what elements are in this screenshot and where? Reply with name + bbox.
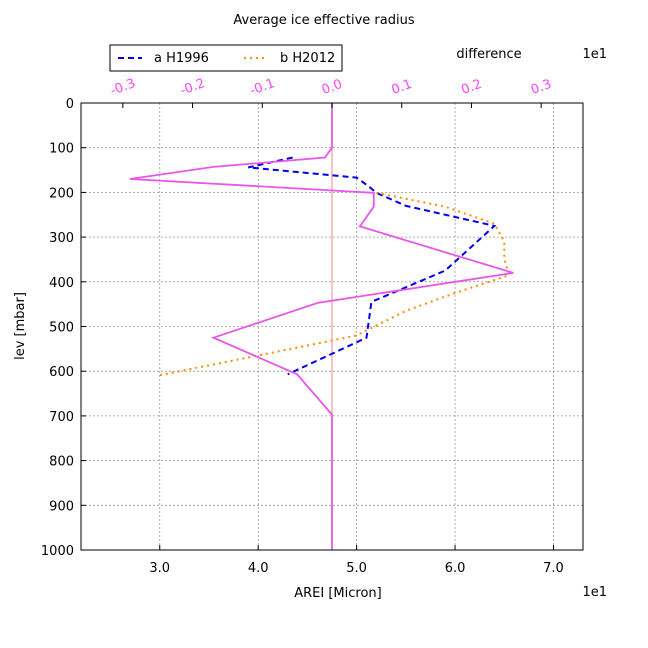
y-tick-label-7: 700 <box>49 410 74 425</box>
y-tick-label-9: 900 <box>49 499 74 514</box>
x-tick-label-1: 4.0 <box>248 561 269 576</box>
y-axis-label: lev [mbar] <box>13 292 28 360</box>
x-axis-multiplier: 1e1 <box>582 585 607 600</box>
x-axis-label: AREI [Micron] <box>294 586 381 601</box>
series-line-b-h2012 <box>159 191 511 377</box>
grid <box>81 102 583 551</box>
series-line-a-h1996 <box>248 156 497 376</box>
x-tick-label-0: 3.0 <box>149 561 170 576</box>
x2-tick-label-5: 0.2 <box>459 77 484 98</box>
y-tick-label-2: 200 <box>49 186 74 201</box>
x2-tick-label-4: 0.1 <box>390 77 415 98</box>
legend-label-b-h2012: b H2012 <box>280 51 335 66</box>
x2-tick-label-6: 0.3 <box>529 77 554 98</box>
legend-box <box>109 44 343 72</box>
legend: a H1996 b H2012 <box>109 44 343 72</box>
chart-title: Average ice effective radius <box>233 13 414 28</box>
x2-tick-label-1: -0.2 <box>178 76 207 99</box>
x-axis: 3.0 4.0 5.0 6.0 7.0 <box>149 545 564 576</box>
y-tick-label-8: 800 <box>49 455 74 470</box>
data-lines <box>129 103 514 550</box>
legend-label-a-h1996: a H1996 <box>154 51 209 66</box>
x-tick-label-2: 5.0 <box>346 561 367 576</box>
secondary-x-axis-multiplier: 1e1 <box>582 47 607 62</box>
x-tick-label-3: 6.0 <box>445 561 466 576</box>
series-line-difference <box>129 103 514 550</box>
x-tick-label-4: 7.0 <box>543 561 564 576</box>
y-tick-label-10: 1000 <box>41 544 74 559</box>
secondary-x-axis-label: difference <box>456 47 521 62</box>
y-tick-label-1: 100 <box>49 142 74 157</box>
y-tick-label-3: 300 <box>49 231 74 246</box>
x2-tick-label-3: 0.0 <box>320 77 345 98</box>
x2-tick-label-2: -0.1 <box>248 76 277 99</box>
x2-tick-label-0: -0.3 <box>109 76 138 99</box>
y-tick-label-4: 400 <box>49 276 74 291</box>
y-axis: 0 100 200 300 400 500 600 700 800 900 1000 <box>41 97 86 559</box>
y-tick-label-0: 0 <box>66 97 74 112</box>
y-tick-label-6: 600 <box>49 365 74 380</box>
y-tick-label-5: 500 <box>49 321 74 336</box>
